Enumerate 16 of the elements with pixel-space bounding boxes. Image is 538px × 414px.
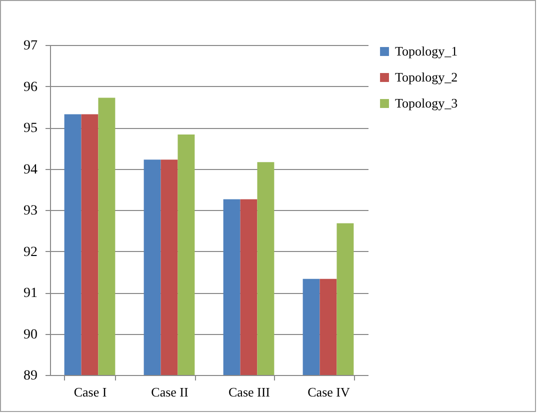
y-tick-label: 95 (24, 121, 38, 136)
x-tick-label: Case III (228, 384, 270, 400)
y-tick-label: 93 (24, 204, 38, 218)
y-tick-label: 96 (24, 80, 38, 95)
legend-label: Topology_1 (395, 44, 458, 58)
y-tick-label: 91 (24, 286, 38, 301)
legend-label: Topology_2 (395, 70, 458, 84)
x-tick-label: Case I (74, 384, 107, 400)
y-tick-label: 97 (24, 38, 38, 54)
y-tick-label: 89 (24, 368, 38, 384)
legend-label: Topology_3 (395, 96, 458, 110)
y-tick-label: 94 (24, 162, 38, 178)
y-tick-label: 92 (24, 244, 38, 260)
x-tick-label: Case IV (308, 384, 350, 400)
x-tick-label: Case II (151, 384, 188, 400)
y-tick-label: 90 (24, 327, 38, 342)
